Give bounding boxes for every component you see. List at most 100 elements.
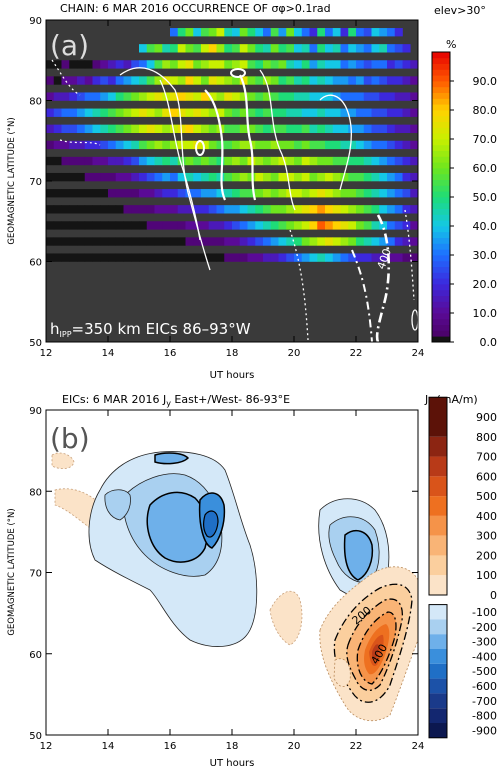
heatmap-cell: [317, 92, 326, 101]
panel-a-colorbar: 0.0 10.0 20.0 30.0 40.0 50.0 60.0 70.0 80.0 90.0: [431, 51, 498, 349]
heatmap-cell: [294, 172, 303, 182]
panel-a-annotation-sub: IPP: [60, 330, 72, 339]
heatmap-cell: [371, 44, 380, 53]
contour-line: [259, 69, 296, 211]
heatmap-cell: [332, 44, 341, 53]
heatmap-cell: [170, 44, 179, 53]
heatmap-cell: [356, 189, 365, 198]
heatmap-cell: [239, 172, 248, 182]
heatmap-cell: [139, 237, 148, 246]
region-west-300: [146, 491, 208, 563]
colorbar-tick-label: 600: [476, 470, 497, 483]
heatmap-cell: [363, 172, 372, 182]
heatmap-cell: [387, 140, 396, 150]
colorbar-segment: [432, 144, 450, 151]
heatmap-cell: [61, 76, 70, 85]
heatmap-cell: [53, 253, 62, 262]
heatmap-cell: [69, 221, 78, 230]
heatmap-cell: [177, 172, 186, 182]
heatmap-cell: [363, 28, 372, 37]
heatmap-cell: [193, 76, 202, 85]
x-tick-label: 20: [288, 741, 301, 752]
heatmap-cell: [216, 189, 225, 198]
heatmap-cell: [325, 28, 334, 37]
heatmap-cell: [154, 221, 163, 230]
heatmap-cell: [100, 92, 109, 101]
heatmap-cell: [108, 76, 117, 85]
heatmap-cell: [317, 172, 326, 182]
heatmap-cell: [146, 108, 155, 117]
heatmap-cell: [247, 76, 256, 85]
heatmap-cell: [123, 60, 132, 69]
heatmap-cell: [84, 108, 93, 117]
heatmap-cell: [410, 60, 418, 69]
colorbar-tick-label: 20.0: [473, 278, 498, 291]
heatmap-cell: [100, 237, 109, 246]
heatmap-cell: [61, 108, 70, 117]
heatmap-cell: [232, 28, 241, 37]
heatmap-cell: [325, 189, 334, 198]
heatmap-cell: [170, 237, 179, 246]
heatmap-cell: [325, 140, 334, 150]
heatmap-cell: [123, 237, 132, 246]
colorbar-tick-label: 70.0: [473, 133, 498, 146]
heatmap-cell: [263, 124, 272, 133]
heatmap-cell: [379, 221, 388, 230]
heatmap-cell: [232, 140, 241, 150]
colorbar-segment: [429, 693, 447, 709]
colorbar-segment: [429, 604, 447, 620]
heatmap-cell: [69, 108, 78, 117]
heatmap-cell: [108, 92, 117, 101]
heatmap-cell: [115, 140, 124, 150]
heatmap-cell: [224, 221, 233, 230]
heatmap-cell: [247, 124, 256, 133]
panel-b-title-rest: East+/West- 86-93°E: [171, 393, 290, 406]
x-tick-label: 24: [412, 348, 425, 359]
heatmap-cell: [92, 92, 101, 101]
heatmap-cell: [301, 237, 310, 246]
heatmap-cell: [394, 28, 403, 37]
heatmap-cell: [170, 60, 179, 69]
heatmap-cell: [177, 92, 186, 101]
heatmap-cell: [46, 108, 55, 117]
colorbar-segment: [432, 220, 450, 227]
heatmap-cell: [348, 44, 357, 53]
heatmap-cell: [77, 124, 86, 133]
heatmap-cell: [371, 205, 380, 214]
heatmap-cell: [294, 44, 303, 53]
heatmap-cell: [255, 237, 264, 246]
heatmap-cell: [278, 237, 287, 246]
heatmap-cell: [402, 76, 411, 85]
colorbar-tick-label: 500: [476, 490, 497, 503]
heatmap-cell: [356, 124, 365, 133]
heatmap-cell: [348, 92, 357, 101]
heatmap-cell: [69, 189, 78, 198]
heatmap-cell: [356, 140, 365, 150]
heatmap-cell: [201, 44, 210, 53]
colorbar-segment: [432, 278, 450, 285]
contour-line: [239, 74, 257, 201]
heatmap-cell: [286, 172, 295, 182]
colorbar-segment: [429, 575, 447, 595]
heatmap-cell: [131, 76, 140, 85]
heatmap-cell: [216, 156, 225, 166]
heatmap-cell: [115, 237, 124, 246]
heatmap-cell: [108, 221, 117, 230]
colorbar-segment: [432, 318, 450, 325]
heatmap-cell: [270, 221, 279, 230]
heatmap-cell: [371, 124, 380, 133]
heatmap-cell: [216, 221, 225, 230]
heatmap-cell: [177, 253, 186, 262]
heatmap-cell: [402, 221, 411, 230]
heatmap-cell: [309, 108, 318, 117]
heatmap-cell: [92, 76, 101, 85]
heatmap-cell: [61, 124, 70, 133]
heatmap-cell: [92, 60, 101, 69]
heatmap-cell: [356, 221, 365, 230]
colorbar-segment: [432, 179, 450, 186]
heatmap-cell: [348, 189, 357, 198]
heatmap-cell: [379, 108, 388, 117]
heatmap-cell: [286, 205, 295, 214]
heatmap-cell: [410, 221, 418, 230]
heatmap-cell: [232, 172, 241, 182]
